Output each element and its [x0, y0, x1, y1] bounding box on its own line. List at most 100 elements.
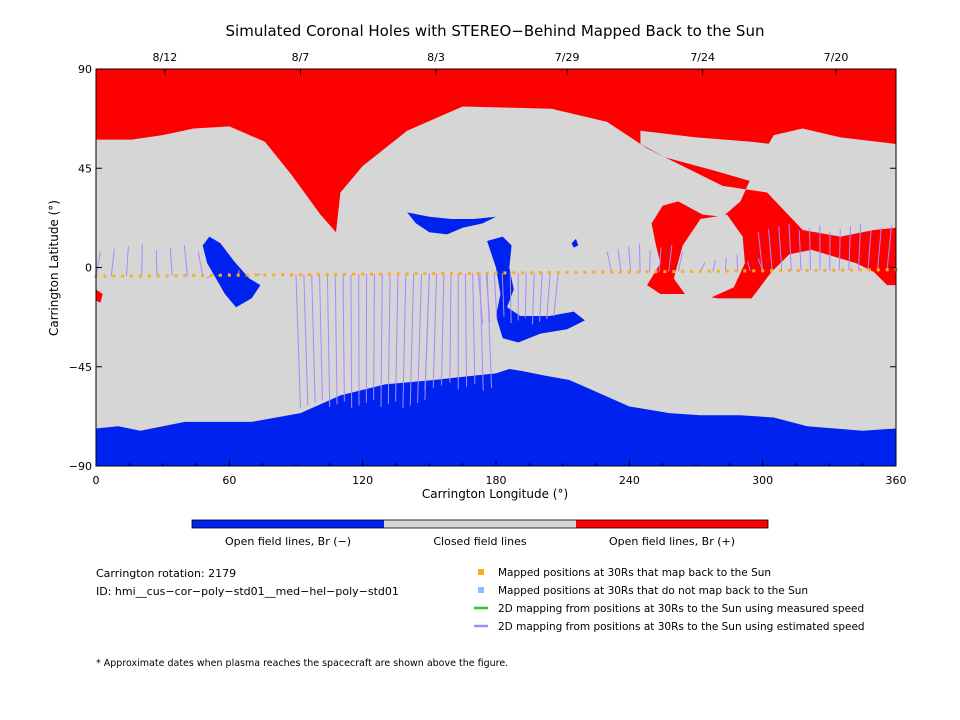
mapping-line [886, 225, 893, 270]
mapping-line [303, 274, 309, 406]
mapping-line [373, 274, 375, 401]
mapped-position-point [565, 270, 569, 274]
top-date-label: 7/24 [690, 51, 715, 64]
colorbar-segment [576, 520, 768, 528]
mapped-position-point [227, 273, 231, 277]
mapped-position-point [734, 269, 738, 273]
mapping-line [724, 257, 727, 272]
region-blue-spot-3 [487, 236, 585, 343]
mapped-position-point [814, 268, 818, 272]
mapped-position-point [867, 268, 871, 272]
mapping-line [778, 226, 783, 271]
top-date-label: 8/7 [292, 51, 310, 64]
mapped-position-point [361, 272, 365, 276]
mapped-position-point [156, 274, 160, 278]
mapping-line [417, 273, 422, 403]
top-date-label: 7/20 [824, 51, 849, 64]
mapping-line [736, 254, 739, 272]
mapping-line [169, 247, 173, 276]
mapping-line [485, 273, 491, 322]
x-tick-label: 300 [752, 474, 773, 487]
mapping-line [539, 272, 543, 322]
x-tick-label: 60 [222, 474, 236, 487]
mapped-position-point [627, 270, 631, 274]
mapped-position-point [396, 272, 400, 276]
region-low-lat-positive-island [673, 214, 745, 299]
colorbar-segment [384, 520, 576, 528]
y-tick-label: −45 [69, 361, 92, 374]
x-tick-label: 0 [93, 474, 100, 487]
mapped-position-point [201, 273, 205, 277]
mapping-line [848, 226, 852, 271]
mapping-line [757, 231, 764, 271]
mapped-position-point [610, 270, 614, 274]
mapping-line [472, 273, 476, 384]
mapped-position-point [796, 269, 800, 273]
mapped-position-point [503, 271, 507, 275]
mapping-line [464, 273, 468, 387]
mapped-position-point [450, 271, 454, 275]
mapped-position-point [254, 273, 258, 277]
colorbar-label: Closed field lines [433, 535, 527, 548]
region-blue-spot-2 [407, 212, 496, 235]
mapped-position-point [574, 270, 578, 274]
top-date-label: 8/12 [153, 51, 178, 64]
mapped-position-point [770, 269, 774, 273]
colorbar-frame [191, 519, 769, 529]
mapped-position-point [761, 269, 765, 273]
mapping-line [531, 272, 535, 325]
legend-label: 2D mapping from positions at 30Rs to the… [498, 621, 865, 633]
mapping-line [857, 223, 862, 271]
mapping-line [628, 246, 632, 272]
mapped-position-point [476, 271, 480, 275]
mapped-position-point [103, 274, 107, 278]
mapped-position-point [681, 269, 685, 273]
mapped-position-point [538, 271, 542, 275]
mapping-line [197, 251, 204, 276]
mapped-position-point [778, 269, 782, 273]
mapped-position-point [272, 273, 276, 277]
mapping-line [546, 272, 551, 320]
mapping-lines [95, 223, 893, 409]
mapped-position-point [583, 270, 587, 274]
mapping-line [441, 273, 445, 386]
y-tick-label: 90 [78, 63, 92, 76]
mapped-position-point [334, 272, 338, 276]
mapping-line [747, 261, 751, 272]
footnote: * Approximate dates when plasma reaches … [96, 658, 508, 669]
mapping-line [395, 273, 399, 402]
mapped-position-point [858, 268, 862, 272]
mapped-position-point [121, 274, 125, 278]
mapped-position-point [147, 274, 151, 278]
colorbar-label: Open field lines, Br (+) [609, 535, 735, 548]
x-tick-label: 180 [486, 474, 507, 487]
mapping-line [449, 273, 452, 383]
mapped-position-point [245, 273, 249, 277]
mapped-position-point [645, 270, 649, 274]
mapping-line [334, 274, 338, 405]
mapping-line [342, 274, 345, 402]
x-tick-label: 120 [352, 474, 373, 487]
mapping-line [757, 258, 764, 271]
y-axis-label: Carrington Latitude (°) [47, 200, 61, 336]
mapping-line [867, 230, 872, 270]
legend-label: Mapped positions at 30Rs that map back t… [498, 567, 771, 579]
x-tick-label: 240 [619, 474, 640, 487]
mapping-line [479, 273, 484, 391]
mapped-position-point [752, 269, 756, 273]
mapped-position-point [192, 274, 196, 278]
mapped-position-point [387, 272, 391, 276]
mapping-line [877, 227, 882, 270]
mapped-position-point [432, 272, 436, 276]
x-tick-label: 360 [886, 474, 907, 487]
mapped-position-point [698, 269, 702, 273]
mapped-position-point [165, 274, 169, 278]
mapped-position-point [343, 272, 347, 276]
mapped-position-point [618, 270, 622, 274]
mapped-position-point [663, 270, 667, 274]
region-north-polar-hole-island [640, 130, 885, 189]
mapping-line [380, 273, 383, 407]
mapping-line [501, 272, 505, 317]
mapping-line [606, 251, 613, 273]
